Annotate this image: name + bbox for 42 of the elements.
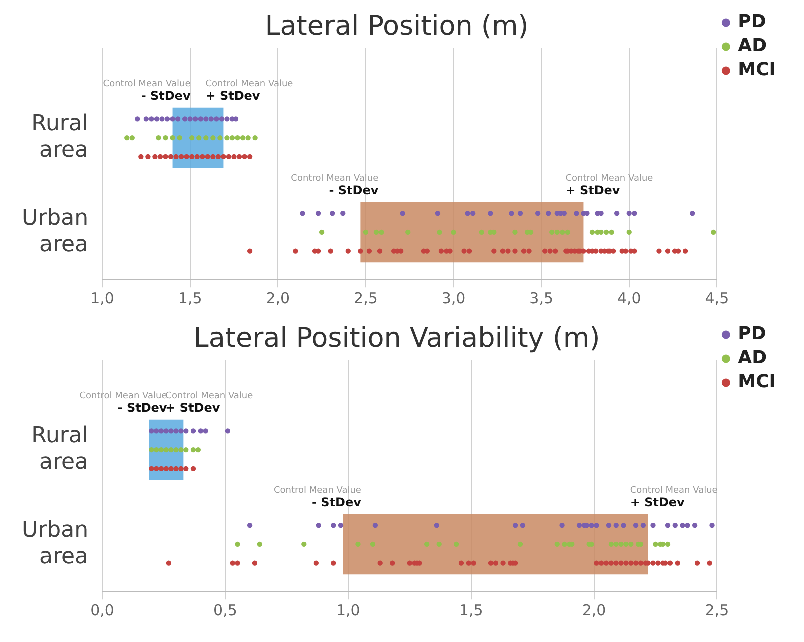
y-tick-label: Rural area xyxy=(32,424,89,475)
legend-label: PD xyxy=(738,324,766,345)
x-tick-label: 1,0 xyxy=(90,289,114,308)
y-tick-label: Rural area xyxy=(32,112,89,163)
x-tick-label: 2,5 xyxy=(354,289,378,308)
chart-title: Lateral Position Variability (m) xyxy=(194,323,600,354)
x-tick-label: 1,0 xyxy=(336,601,360,620)
legend-label: AD xyxy=(738,348,768,369)
annotation: - StDev xyxy=(141,88,191,103)
legend-label: MCI xyxy=(738,372,776,393)
annotation: Control Mean Value xyxy=(166,392,254,402)
annotation: Control Mean Value xyxy=(274,486,362,496)
legend-label: MCI xyxy=(738,60,776,81)
legend-label: PD xyxy=(738,12,766,33)
x-tick-label: 2,0 xyxy=(266,289,290,308)
x-tick-label: 4,5 xyxy=(705,289,730,308)
chart-title: Lateral Position (m) xyxy=(265,11,529,42)
annotation: + StDev xyxy=(630,495,686,510)
x-tick-label: 3,0 xyxy=(442,289,466,308)
x-tick-label: 2,5 xyxy=(705,601,730,620)
annotation: - StDev xyxy=(312,495,362,510)
annotation: Control Mean Value xyxy=(80,392,168,402)
annotation: + StDev xyxy=(166,400,220,415)
y-tick-label: Urban area xyxy=(22,206,89,258)
annotation: Control Mean Value xyxy=(291,174,380,184)
annotation: - StDev xyxy=(329,183,379,198)
annotation: Control Mean Value xyxy=(566,174,654,184)
annotation: Control Mean Value xyxy=(206,80,294,90)
annotation: Control Mean Value xyxy=(103,80,192,90)
x-tick-label: 0,5 xyxy=(214,601,238,620)
annotation: - StDev xyxy=(118,400,168,415)
annotation: Control Mean Value xyxy=(630,486,718,496)
x-tick-label: 0,0 xyxy=(90,601,114,620)
y-tick-label: Urban area xyxy=(22,518,89,570)
x-tick-label: 4,0 xyxy=(617,289,642,308)
x-tick-label: 1,5 xyxy=(459,601,484,620)
legend-label: AD xyxy=(738,36,768,57)
annotation: + StDev xyxy=(566,183,620,198)
annotation: + StDev xyxy=(206,88,260,103)
x-tick-label: 2,0 xyxy=(582,601,606,620)
x-tick-label: 1,5 xyxy=(178,289,202,308)
x-tick-label: 3,5 xyxy=(530,289,554,308)
